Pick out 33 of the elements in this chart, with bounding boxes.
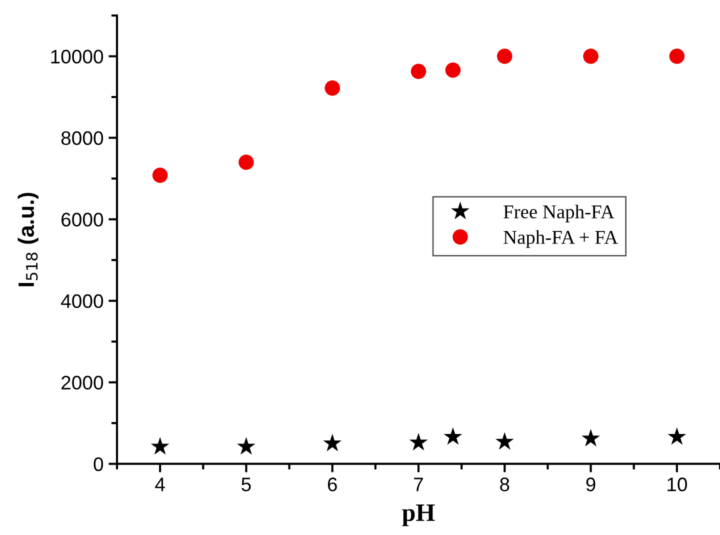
x-tick-label: 7 (414, 478, 423, 492)
y-tick-label: 2000 (62, 376, 104, 390)
point (324, 80, 340, 96)
point (497, 48, 512, 64)
y-tick-label: 8000 (61, 131, 104, 146)
point (668, 427, 686, 445)
x-tick-label: 5 (242, 478, 251, 492)
point (445, 62, 461, 78)
y-tick-label: 10000 (51, 50, 104, 64)
x-tick-label: 4 (155, 478, 165, 492)
x-tick-label: 10 (668, 478, 687, 492)
x-tick-label: 8 (500, 478, 510, 492)
legend-label: Naph-FA + FA (504, 230, 618, 248)
y-axis-title: I$_{518}$ (a.u.) (18, 192, 38, 286)
point (410, 64, 426, 79)
point (238, 154, 254, 170)
x-tick-label: 6 (328, 478, 337, 492)
point (583, 48, 598, 64)
y-tick-label: 0 (94, 457, 104, 472)
y-tick-label: 6000 (62, 212, 104, 227)
point (409, 432, 428, 451)
y-tick-label: 4000 (61, 294, 104, 308)
x-axis-title: pH (402, 504, 435, 526)
point (669, 48, 685, 64)
point (495, 432, 514, 450)
point (152, 168, 168, 183)
x-tick-label: 9 (586, 478, 596, 492)
point (444, 427, 462, 445)
point (150, 437, 170, 455)
point (323, 434, 342, 452)
legend-label: Free Naph-FA (504, 204, 614, 222)
point (582, 428, 600, 446)
point (236, 437, 256, 455)
